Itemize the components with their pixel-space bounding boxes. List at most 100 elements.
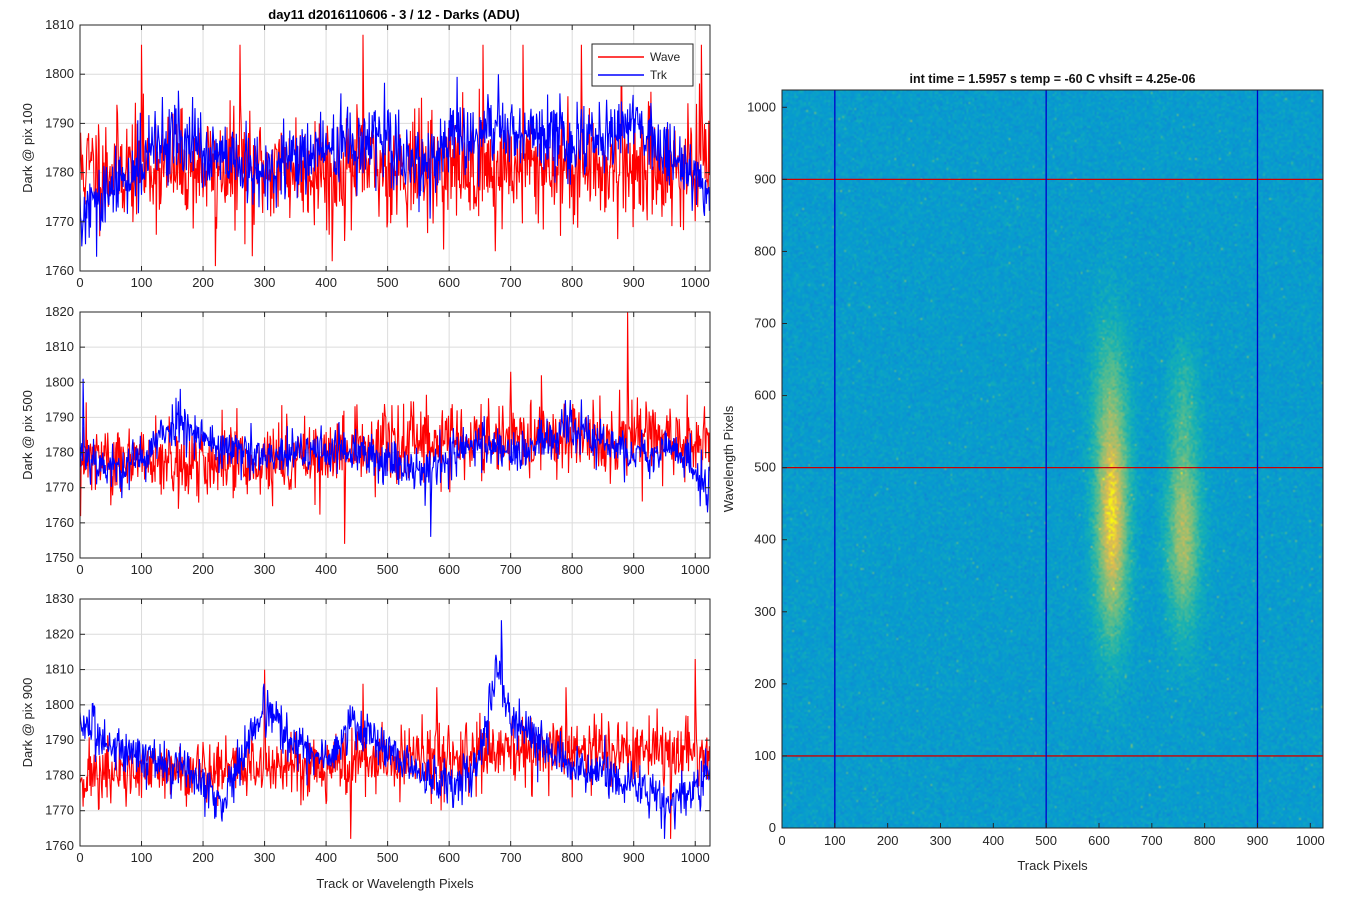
y-tick-label: 1780: [45, 165, 74, 180]
x-tick-label: 400: [315, 850, 337, 865]
x-tick-label: 200: [877, 833, 899, 848]
x-tick-label: 100: [131, 562, 153, 577]
figure-title: day11 d2016110606 - 3 / 12 - Darks (ADU): [268, 7, 519, 22]
y-tick-label: 1760: [45, 263, 74, 278]
y-tick-label: 1800: [45, 374, 74, 389]
x-tick-label: 0: [76, 850, 83, 865]
x-tick-label: 1000: [681, 562, 710, 577]
x-tick-label: 500: [377, 562, 399, 577]
y-tick-label: 600: [754, 388, 776, 403]
x-tick-label: 600: [438, 562, 460, 577]
x-tick-label: 100: [131, 275, 153, 290]
legend-label-trk: Trk: [650, 68, 668, 82]
y-tick-label: 1000: [747, 99, 776, 114]
x-tick-label: 800: [1194, 833, 1216, 848]
legend-box: [591, 43, 694, 87]
series-line-wave: [80, 312, 710, 544]
y-tick-label: 1780: [45, 445, 74, 460]
y-tick-label: 1800: [45, 697, 74, 712]
x-tick-label: 500: [1035, 833, 1057, 848]
y-tick-label: 1790: [45, 732, 74, 747]
y-tick-label: 1810: [45, 17, 74, 32]
y-tick-label: 0: [769, 820, 776, 835]
y-tick-label: 500: [754, 460, 776, 475]
x-tick-label: 400: [982, 833, 1004, 848]
x-tick-label: 400: [315, 275, 337, 290]
legend-label-wave: Wave: [650, 50, 681, 64]
y-tick-label: 1770: [45, 803, 74, 818]
heatmap-frame: [781, 89, 1324, 829]
plot-pix-900: 0 100 200 300 400 500 600 700 800 900 1000 1760 1770…: [20, 591, 711, 891]
x-tick-label: 700: [500, 562, 522, 577]
x-tick-label: 600: [1088, 833, 1110, 848]
x-tick-label: 600: [438, 275, 460, 290]
y-tick-label: 1790: [45, 115, 74, 130]
y-tick-label: 1760: [45, 838, 74, 853]
x-tick-label: 100: [131, 850, 153, 865]
x-tick-label: 700: [500, 850, 522, 865]
x-tick-label: 200: [192, 275, 214, 290]
y-tick-label: 400: [754, 532, 776, 547]
x-tick-label: 0: [76, 275, 83, 290]
x-tick-label: 300: [254, 562, 276, 577]
x-tick-label: 900: [1247, 833, 1269, 848]
axes-frame: [79, 24, 711, 272]
plot-pix-100: 0 100 200 300 400 500 600 700 800 900 1000 1760 1770…: [20, 17, 711, 290]
heatmap-title: int time = 1.5957 s temp = -60 C vhsift …: [910, 72, 1196, 86]
x-tick-label: 500: [377, 275, 399, 290]
y-axis-label: Dark @ pix 900: [20, 678, 35, 768]
x-tick-label: 200: [192, 562, 214, 577]
x-tick-label: 200: [192, 850, 214, 865]
y-axis-label: Dark @ pix 500: [20, 390, 35, 480]
x-tick-label: 1000: [1296, 833, 1325, 848]
x-axis-label: Track Pixels: [1017, 858, 1088, 873]
y-tick-label: 1790: [45, 409, 74, 424]
x-tick-label: 800: [561, 850, 583, 865]
x-tick-label: 500: [377, 850, 399, 865]
y-tick-label: 1820: [45, 304, 74, 319]
x-tick-label: 600: [438, 850, 460, 865]
x-tick-label: 300: [930, 833, 952, 848]
y-tick-label: 700: [754, 316, 776, 331]
x-tick-label: 1000: [681, 275, 710, 290]
y-tick-label: 1760: [45, 515, 74, 530]
y-tick-label: 1810: [45, 662, 74, 677]
axes-frame: [79, 598, 711, 847]
x-tick-label: 100: [824, 833, 846, 848]
y-tick-label: 1770: [45, 480, 74, 495]
y-tick-label: 800: [754, 243, 776, 258]
x-tick-label: 900: [623, 562, 645, 577]
x-tick-label: 700: [500, 275, 522, 290]
x-tick-label: 900: [623, 275, 645, 290]
y-tick-label: 1830: [45, 591, 74, 606]
plot-pix-500: 0 100 200 300 400 500 600 700 800 900 1000 1750 1760…: [20, 304, 711, 577]
plot-area: [80, 599, 710, 846]
y-axis-label: Dark @ pix 100: [20, 103, 35, 193]
y-tick-label: 300: [754, 604, 776, 619]
y-tick-label: 200: [754, 676, 776, 691]
y-tick-label: 1750: [45, 550, 74, 565]
x-tick-label: 800: [561, 562, 583, 577]
legend: Wave Trk: [591, 43, 694, 87]
series-line-trk: [80, 378, 710, 537]
x-axis-label: Track or Wavelength Pixels: [316, 876, 474, 891]
y-tick-label: 900: [754, 171, 776, 186]
y-tick-label: 1810: [45, 339, 74, 354]
y-tick-label: 100: [754, 748, 776, 763]
axes-frame: [79, 311, 711, 559]
y-tick-label: 1820: [45, 626, 74, 641]
series-line-wave: [80, 34, 710, 267]
y-axis-label: Wavelength Pixels: [721, 405, 736, 512]
y-tick-label: 1780: [45, 767, 74, 782]
x-tick-label: 1000: [681, 850, 710, 865]
x-tick-label: 0: [76, 562, 83, 577]
x-tick-label: 900: [623, 850, 645, 865]
series-line-trk: [80, 620, 710, 839]
x-tick-label: 400: [315, 562, 337, 577]
x-tick-label: 700: [1141, 833, 1163, 848]
y-tick-label: 1800: [45, 66, 74, 81]
y-tick-label: 1770: [45, 214, 74, 229]
heatmap-image: [782, 90, 1323, 828]
x-tick-label: 300: [254, 850, 276, 865]
